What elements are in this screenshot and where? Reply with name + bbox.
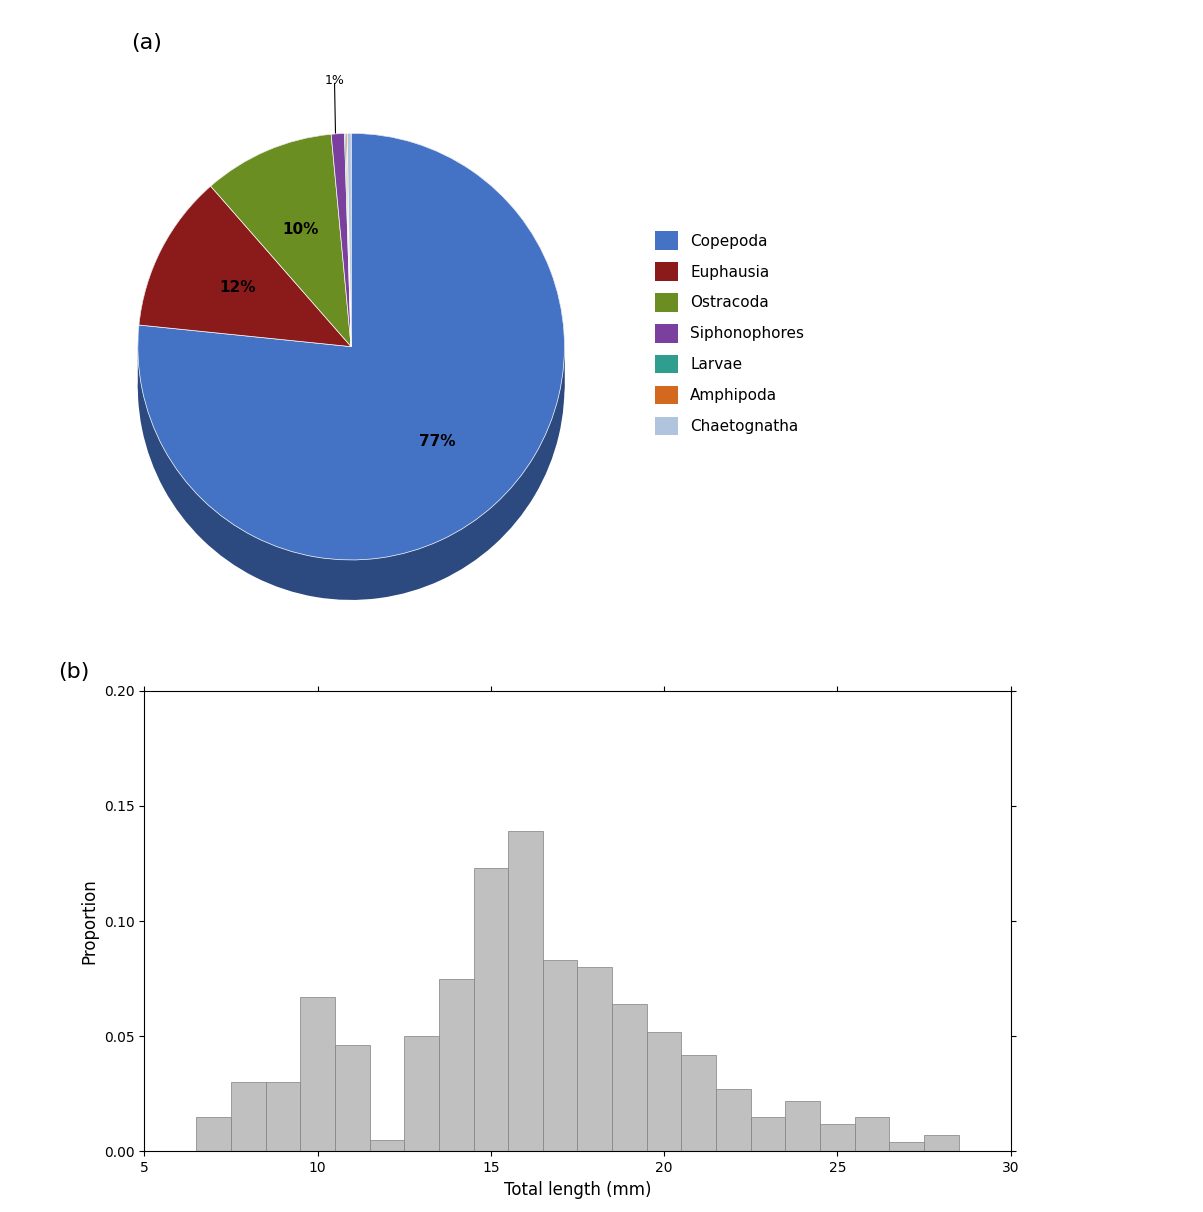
Bar xyxy=(334,1046,369,1151)
Wedge shape xyxy=(211,152,351,364)
Wedge shape xyxy=(138,150,564,577)
Wedge shape xyxy=(344,133,351,347)
Bar xyxy=(474,868,508,1151)
Wedge shape xyxy=(138,139,564,566)
Bar xyxy=(751,1117,786,1151)
Bar xyxy=(404,1036,439,1151)
Wedge shape xyxy=(138,227,351,387)
Wedge shape xyxy=(348,150,351,364)
Bar xyxy=(681,1054,716,1151)
Wedge shape xyxy=(348,173,351,387)
Bar xyxy=(647,1031,681,1151)
Wedge shape xyxy=(348,133,351,347)
Bar xyxy=(231,1082,266,1151)
Wedge shape xyxy=(138,173,564,600)
Ellipse shape xyxy=(138,311,564,462)
Wedge shape xyxy=(331,139,351,353)
Text: (a): (a) xyxy=(131,33,162,53)
Y-axis label: Proportion: Proportion xyxy=(81,879,99,964)
Wedge shape xyxy=(345,162,351,376)
Wedge shape xyxy=(348,156,351,370)
Wedge shape xyxy=(138,167,564,594)
Bar xyxy=(439,979,474,1151)
X-axis label: Total length (mm): Total length (mm) xyxy=(504,1180,651,1199)
Bar xyxy=(543,960,577,1151)
Wedge shape xyxy=(331,150,351,364)
Wedge shape xyxy=(348,162,351,376)
Bar xyxy=(369,1139,404,1151)
Wedge shape xyxy=(211,145,351,358)
Bar xyxy=(266,1082,301,1151)
Wedge shape xyxy=(138,208,351,370)
Wedge shape xyxy=(344,167,351,381)
Wedge shape xyxy=(344,133,351,347)
Wedge shape xyxy=(348,139,351,353)
Wedge shape xyxy=(344,173,351,387)
Bar xyxy=(612,1004,647,1151)
Wedge shape xyxy=(344,144,351,358)
Wedge shape xyxy=(138,144,564,571)
Text: 12%: 12% xyxy=(219,280,256,296)
Wedge shape xyxy=(348,144,351,358)
Wedge shape xyxy=(345,144,351,358)
Bar xyxy=(889,1142,924,1151)
Wedge shape xyxy=(138,133,564,560)
Text: 10%: 10% xyxy=(283,222,319,236)
Wedge shape xyxy=(211,135,351,347)
Wedge shape xyxy=(211,162,351,376)
Wedge shape xyxy=(345,133,351,347)
Wedge shape xyxy=(348,167,351,381)
Wedge shape xyxy=(331,173,351,387)
Wedge shape xyxy=(138,156,564,583)
Wedge shape xyxy=(345,139,351,353)
Wedge shape xyxy=(344,150,351,364)
Wedge shape xyxy=(344,139,351,353)
Wedge shape xyxy=(344,162,351,376)
Bar xyxy=(196,1117,231,1151)
Bar xyxy=(716,1090,751,1151)
Bar xyxy=(820,1124,854,1151)
Legend: Copepoda, Euphausia, Ostracoda, Siphonophores, Larvae, Amphipoda, Chaetognatha: Copepoda, Euphausia, Ostracoda, Siphonop… xyxy=(648,225,810,441)
Wedge shape xyxy=(331,162,351,376)
Wedge shape xyxy=(331,133,351,347)
Wedge shape xyxy=(345,156,351,370)
Wedge shape xyxy=(138,187,351,347)
Wedge shape xyxy=(211,158,351,370)
Wedge shape xyxy=(331,167,351,381)
Bar xyxy=(854,1117,889,1151)
Wedge shape xyxy=(211,175,351,387)
Text: 1%: 1% xyxy=(325,74,344,87)
Bar xyxy=(924,1136,959,1151)
Text: (b): (b) xyxy=(58,662,89,681)
Wedge shape xyxy=(138,133,564,560)
Wedge shape xyxy=(345,133,351,347)
Wedge shape xyxy=(138,187,351,347)
Wedge shape xyxy=(138,204,351,364)
Bar xyxy=(577,967,612,1151)
Wedge shape xyxy=(138,162,564,589)
Wedge shape xyxy=(138,191,351,353)
Wedge shape xyxy=(138,221,351,381)
Wedge shape xyxy=(211,135,351,347)
Wedge shape xyxy=(331,133,351,347)
Wedge shape xyxy=(331,156,351,370)
Bar xyxy=(508,831,543,1151)
Wedge shape xyxy=(331,145,351,358)
Wedge shape xyxy=(138,198,351,358)
Text: 77%: 77% xyxy=(419,434,455,450)
Wedge shape xyxy=(138,215,351,376)
Wedge shape xyxy=(345,167,351,381)
Wedge shape xyxy=(211,168,351,381)
Bar xyxy=(301,997,334,1151)
Bar xyxy=(786,1100,820,1151)
Wedge shape xyxy=(344,156,351,370)
Wedge shape xyxy=(345,150,351,364)
Wedge shape xyxy=(345,173,351,387)
Wedge shape xyxy=(348,133,351,347)
Wedge shape xyxy=(211,139,351,353)
